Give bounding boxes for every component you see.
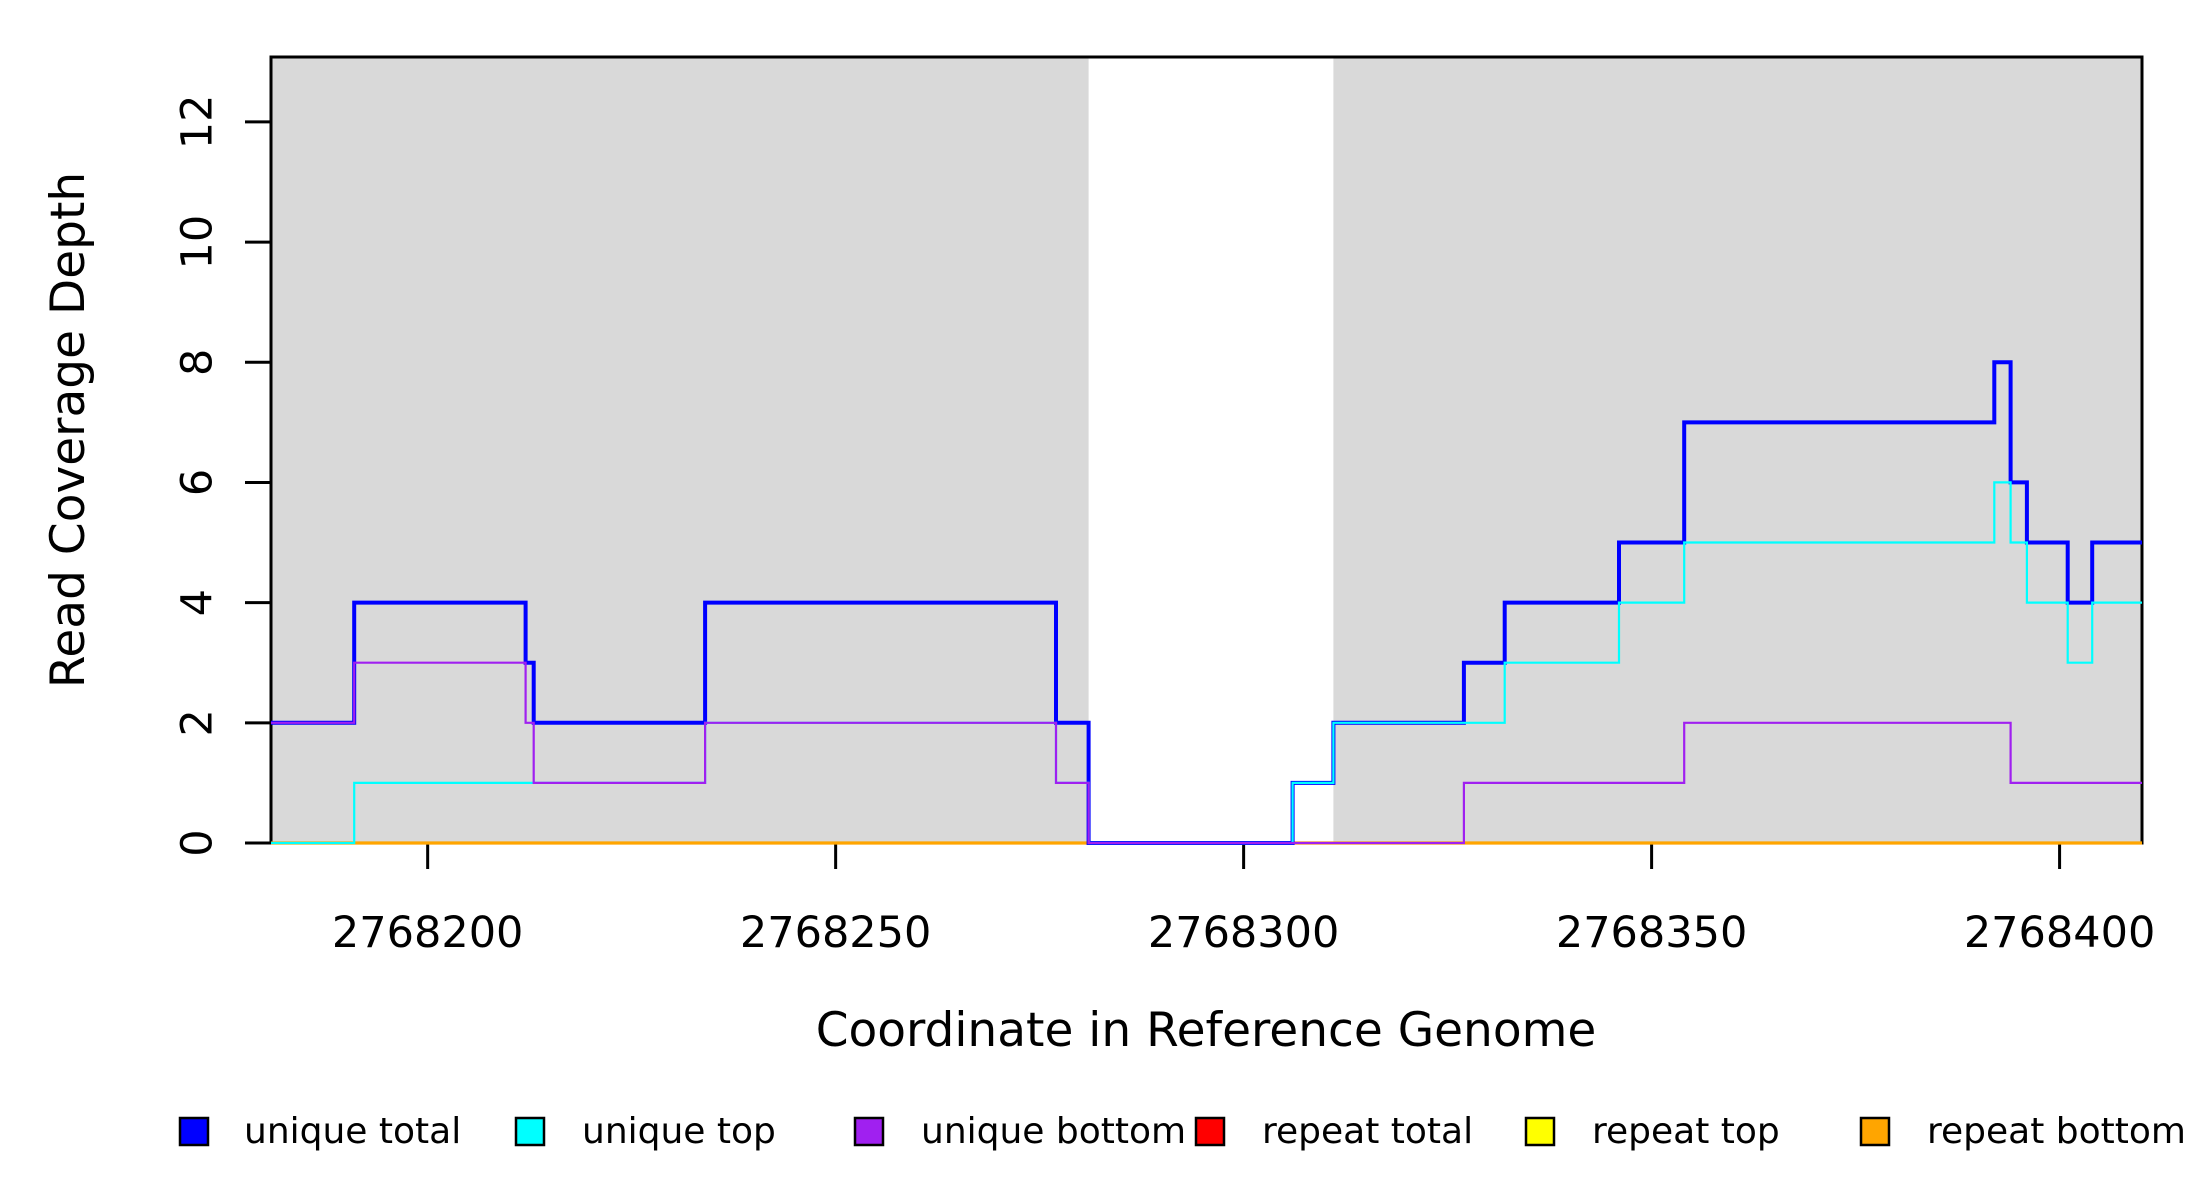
- legend-label-repeat-bottom: repeat bottom: [1927, 1111, 2186, 1152]
- legend-swatch-repeat-bottom: [1859, 1116, 1891, 1147]
- x-tick-label: 2768200: [332, 908, 524, 958]
- legend-item-repeat-top: repeat top: [1524, 1111, 1780, 1152]
- y-axis-title: Read Coverage Depth: [41, 172, 96, 688]
- x-axis-title: Coordinate in Reference Genome: [816, 1003, 1597, 1058]
- x-tick-label: 2768350: [1556, 908, 1748, 958]
- y-tick-label: 10: [173, 215, 223, 270]
- legend-item-repeat-total: repeat total: [1194, 1111, 1473, 1152]
- y-tick-label: 0: [173, 829, 223, 856]
- y-tick-label: 4: [173, 589, 223, 616]
- y-tick-label: 6: [173, 469, 223, 496]
- x-tick-label: 2768250: [740, 908, 932, 958]
- legend-item-unique-total: unique total: [178, 1111, 461, 1152]
- shaded-region: [1333, 57, 2142, 843]
- legend-label-unique-top: unique top: [582, 1111, 776, 1152]
- x-tick-label: 2768400: [1964, 908, 2156, 958]
- series-lines: [271, 360, 2142, 845]
- shaded-regions: [271, 57, 2142, 843]
- legend-label-repeat-top: repeat top: [1592, 1111, 1780, 1152]
- legend-swatch-unique-total: [178, 1116, 210, 1147]
- legend-label-unique-bottom: unique bottom: [921, 1111, 1186, 1152]
- legend-item-repeat-bottom: repeat bottom: [1859, 1111, 2186, 1152]
- shaded-region: [271, 57, 1089, 843]
- legend-swatch-unique-bottom: [853, 1116, 885, 1147]
- legend-swatch-unique-top: [514, 1116, 546, 1147]
- axes: 2768200 2768250 2768300 2768350 2768400 0 2 4 6 8…: [173, 95, 2156, 958]
- y-tick-label: 2: [173, 709, 223, 736]
- legend-item-unique-top: unique top: [514, 1111, 776, 1152]
- legend-item-unique-bottom: unique bottom: [853, 1111, 1186, 1152]
- y-tick-label: 12: [173, 95, 223, 150]
- x-tick-label: 2768300: [1148, 908, 1340, 958]
- series-line-unique-bottom: [271, 661, 2142, 845]
- y-tick-label: 8: [173, 349, 223, 376]
- series-line-unique-total: [271, 360, 2142, 845]
- legend-swatch-repeat-top: [1524, 1116, 1556, 1147]
- legend-swatch-repeat-total: [1194, 1116, 1226, 1147]
- legend: unique total unique top unique bottom re…: [178, 1111, 2186, 1152]
- legend-label-unique-total: unique total: [244, 1111, 461, 1152]
- legend-label-repeat-total: repeat total: [1262, 1111, 1473, 1152]
